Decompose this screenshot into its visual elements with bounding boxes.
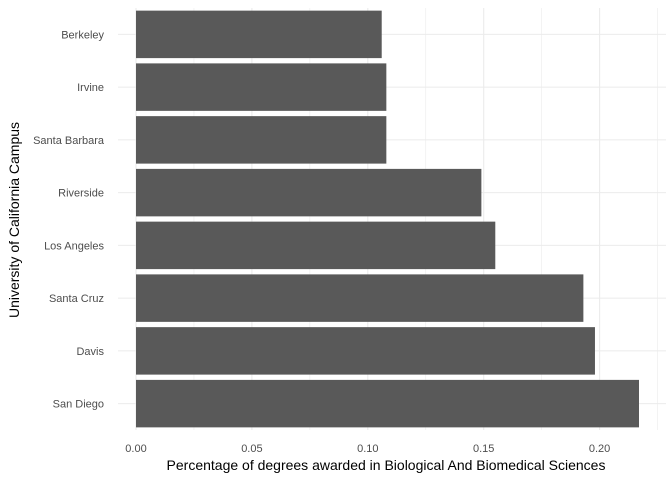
bar-berkeley <box>136 10 382 59</box>
y-tick-label: Berkeley <box>61 29 104 41</box>
y-tick-label: Los Angeles <box>44 240 104 252</box>
y-axis-title: University of California Campus <box>6 122 22 318</box>
bar-riverside <box>136 168 482 217</box>
bar-santa-barbara <box>136 116 387 164</box>
bar-san-diego <box>136 379 640 428</box>
x-tick-label: 0.05 <box>241 443 262 455</box>
x-tick-label: 0.20 <box>589 443 610 455</box>
x-axis-title: Percentage of degrees awarded in Biologi… <box>167 457 606 473</box>
y-tick-label: Davis <box>76 346 104 358</box>
y-tick-label: Santa Barbara <box>33 135 105 147</box>
bar-santa-cruz <box>136 274 584 322</box>
x-tick-label: 0.00 <box>125 443 146 455</box>
x-tick-labels: 0.00 0.05 0.10 0.15 0.20 <box>125 443 610 455</box>
y-tick-label: Riverside <box>58 188 104 200</box>
bar-davis <box>136 327 595 375</box>
bar-los-angeles <box>136 221 496 270</box>
y-tick-label: San Diego <box>53 399 104 411</box>
bars <box>136 10 640 428</box>
bar-irvine <box>136 63 387 111</box>
y-tick-labels: Berkeley Irvine Santa Barbara Riverside Los … <box>33 29 105 410</box>
x-tick-label: 0.15 <box>473 443 494 455</box>
x-tick-label: 0.10 <box>357 443 378 455</box>
y-tick-label: Irvine <box>77 82 104 94</box>
y-tick-label: Santa Cruz <box>49 293 104 305</box>
